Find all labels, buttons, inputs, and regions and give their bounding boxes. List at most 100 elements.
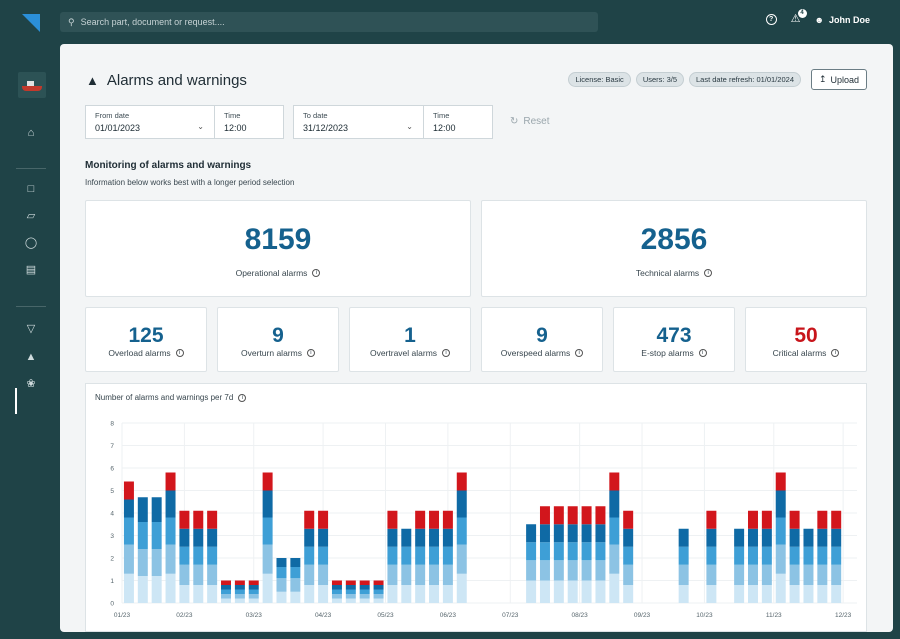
upload-button[interactable]: ↥ Upload [811, 69, 867, 90]
from-time-field[interactable]: Time 12:00 [214, 105, 284, 139]
bar-segment [442, 510, 453, 529]
upload-icon: ↥ [818, 74, 827, 84]
bar-segment [429, 564, 440, 585]
bar-segment [553, 580, 564, 603]
bar-segment [401, 564, 412, 585]
bar-segment [581, 580, 592, 603]
bar-segment [401, 528, 412, 547]
bar-segment [526, 580, 537, 603]
chevron-down-icon[interactable]: ⌄ [406, 122, 413, 131]
bar-segment [734, 585, 745, 603]
bar-segment [123, 573, 134, 603]
x-tick-label: 04/23 [315, 612, 332, 619]
bar-segment [442, 564, 453, 585]
bar-segment [803, 546, 814, 565]
bar-segment [456, 472, 467, 491]
bar-segment [137, 549, 148, 576]
to-date-field[interactable]: To date 31/12/2023 ⌄ [293, 105, 424, 139]
bar-segment [415, 510, 426, 529]
bar-segment [331, 580, 342, 585]
bar-segment [276, 578, 287, 592]
home-icon[interactable]: ⌂ [27, 127, 35, 139]
info-icon[interactable]: i [175, 349, 184, 357]
alarm-icon[interactable]: ▲ [25, 351, 37, 363]
bar-segment [179, 528, 190, 547]
info-icon[interactable]: i [238, 393, 247, 402]
bar-segment [803, 585, 814, 603]
bar-segment [304, 585, 315, 603]
vessel-thumbnail[interactable] [18, 72, 46, 98]
info-icon[interactable]: i [312, 269, 321, 277]
bar-segment [207, 510, 218, 529]
to-date-value: 31/12/2023 [303, 123, 349, 133]
bar-segment [456, 517, 467, 545]
document-icon[interactable]: ▤ [25, 264, 37, 276]
bar-segment [373, 585, 384, 590]
notification-bell-icon[interactable]: ⚠ 4 [791, 9, 807, 25]
bar-segment [137, 522, 148, 549]
upload-label: Upload [830, 74, 860, 85]
bar-segment [304, 510, 315, 529]
leaf-icon[interactable]: ❀ [26, 378, 36, 390]
search-box[interactable]: ⚲ [60, 12, 598, 32]
bar-segment [387, 528, 398, 547]
overload-alarms-value: 125 [128, 324, 164, 347]
critical-alarms-value: 50 [794, 324, 818, 347]
page-title-text: Alarms and warnings [106, 72, 247, 89]
bar-segment [595, 506, 606, 525]
refresh-pill: Last date refresh: 01/01/2024 [689, 72, 801, 87]
overturn-alarms-caption: Overturn alarms i [218, 348, 338, 358]
bar-segment [304, 564, 315, 585]
bar-segment [789, 546, 800, 565]
reset-button[interactable]: ↻ Reset [510, 116, 550, 127]
trophy-icon[interactable]: ▽ [26, 323, 36, 335]
box-icon[interactable]: ▱ [26, 210, 36, 222]
info-icon[interactable]: i [831, 349, 840, 357]
user-menu[interactable]: ☻ John Doe [815, 15, 871, 25]
bar-segment [151, 549, 162, 576]
bar-segment [581, 560, 592, 581]
to-time-field[interactable]: Time 12:00 [423, 105, 493, 139]
bar-segment [179, 585, 190, 603]
bar-segment [789, 585, 800, 603]
chat-icon[interactable]: □ [27, 183, 35, 195]
bar-segment [262, 573, 273, 603]
bar-segment [539, 542, 550, 561]
bar-segment [678, 585, 689, 603]
brand-logo-icon[interactable] [22, 14, 40, 32]
bar-segment [262, 517, 273, 545]
info-icon[interactable]: i [442, 349, 451, 357]
bar-segment [248, 589, 259, 594]
bar-segment [262, 490, 273, 518]
info-icon[interactable]: i [698, 349, 707, 357]
from-time-label: Time [224, 111, 241, 120]
overload-alarms-caption: Overload alarms i [86, 348, 206, 358]
bar-segment [165, 490, 176, 518]
bar-segment [318, 546, 329, 565]
bar-segment [539, 580, 550, 603]
from-date-field[interactable]: From date 01/01/2023 ⌄ [85, 105, 215, 139]
bar-segment [567, 580, 578, 603]
bar-segment [817, 528, 828, 547]
to-date-label: To date [303, 111, 328, 120]
bar-segment [526, 524, 537, 543]
info-icon[interactable]: i [704, 269, 713, 277]
crane-operator-icon[interactable]: ◯ [24, 237, 38, 249]
operational-alarms-value: 8159 [244, 223, 312, 256]
bar-segment [553, 524, 564, 543]
bar-segment [207, 585, 218, 603]
bar-segment [290, 578, 301, 592]
info-icon[interactable]: i [575, 349, 584, 357]
chevron-down-icon[interactable]: ⌄ [197, 122, 204, 131]
search-input[interactable] [80, 17, 581, 27]
bar-segment [761, 585, 772, 603]
from-date-label: From date [95, 111, 130, 120]
main-panel: ▲ Alarms and warnings License: Basic Use… [60, 44, 893, 632]
x-tick-label: 03/23 [246, 612, 263, 619]
x-tick-label: 02/23 [176, 612, 193, 619]
info-icon[interactable]: i [306, 349, 315, 357]
bar-segment [345, 580, 356, 585]
bar-segment [415, 585, 426, 603]
bar-segment [345, 594, 356, 599]
help-icon[interactable]: ? [765, 14, 777, 25]
